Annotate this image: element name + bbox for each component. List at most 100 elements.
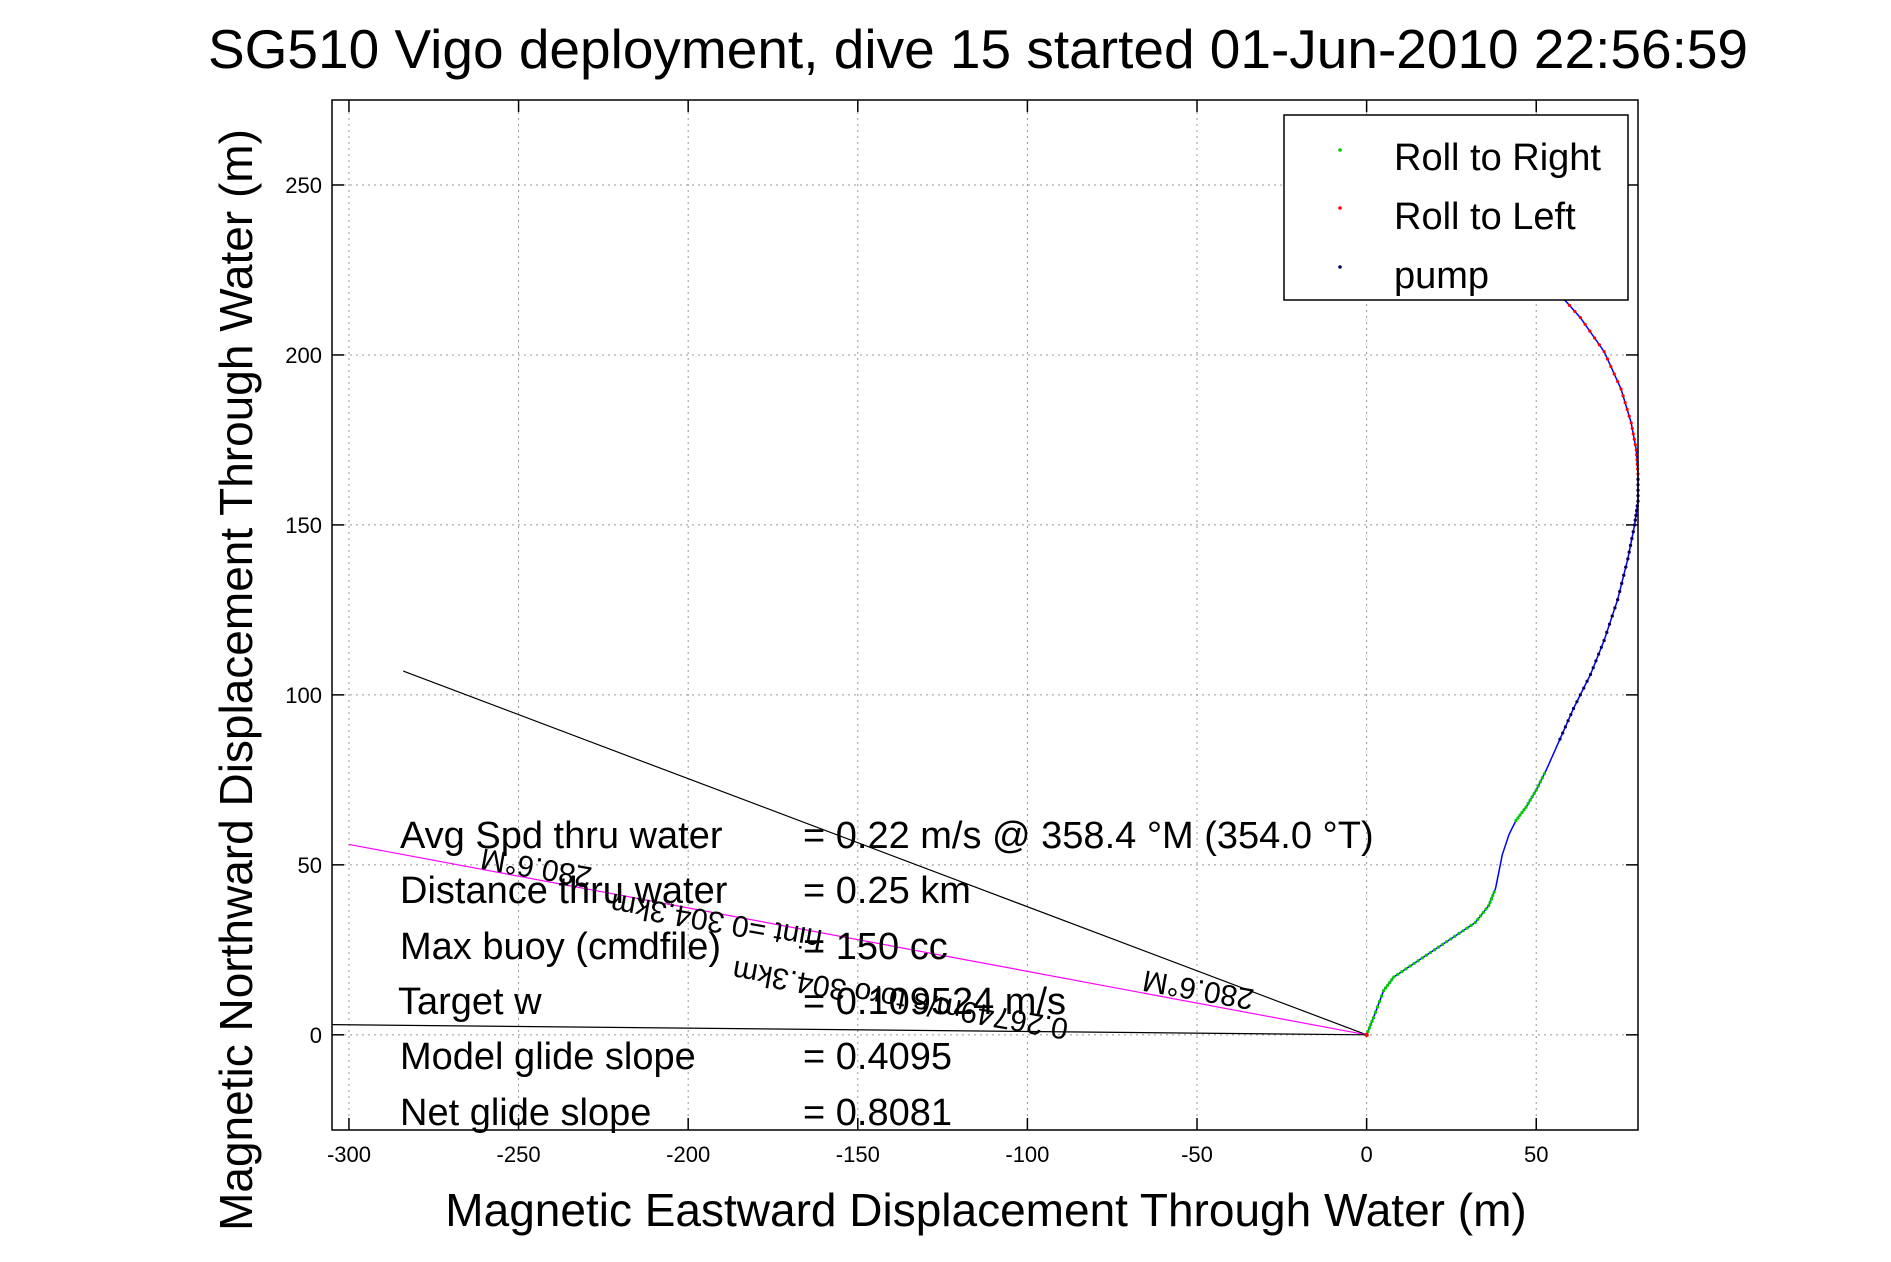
- marker-roll-to-right: [1366, 1029, 1370, 1034]
- marker-pump: [1630, 536, 1634, 541]
- marker-roll-to-right: [1522, 808, 1526, 812]
- marker-roll-to-left: [1583, 322, 1587, 326]
- annotation-value-2: = 150 cc: [803, 926, 948, 968]
- marker-pump: [1626, 557, 1630, 561]
- y-grid-lines: [332, 184, 1638, 1036]
- marker-roll-to-right: [1532, 791, 1536, 796]
- marker-pump: [1634, 513, 1638, 517]
- marker-roll-to-right: [1424, 953, 1428, 957]
- marker-roll-to-left: [1605, 357, 1610, 361]
- annotation-label-3: Target w: [398, 981, 542, 1023]
- marker-roll-to-right: [1381, 989, 1386, 993]
- marker-roll-to-right: [1396, 972, 1400, 976]
- marker-roll-to-right: [1370, 1019, 1374, 1023]
- marker-roll-to-left: [1633, 443, 1637, 447]
- marker-roll-to-right: [1408, 964, 1412, 968]
- marker-roll-to-left: [1629, 421, 1633, 425]
- annotation-value-0: = 0.22 m/s @ 358.4 °M (354.0 °T): [803, 815, 1374, 857]
- annotation-label-2: Max buoy (cmdfile): [400, 926, 721, 968]
- marker-pump: [1569, 713, 1573, 717]
- marker-roll-to-left: [1632, 437, 1636, 441]
- annotation-value-4: = 0.4095: [803, 1036, 952, 1078]
- marker-roll-to-right: [1461, 929, 1465, 933]
- x-tick-label: -250: [497, 1142, 541, 1167]
- marker-roll-to-right: [1476, 917, 1480, 921]
- marker-roll-to-right: [1386, 983, 1390, 987]
- heading-line-0: [403, 670, 1367, 1036]
- marker-roll-to-left: [1623, 400, 1627, 405]
- marker-roll-to-right: [1428, 950, 1432, 955]
- marker-pump: [1566, 719, 1570, 723]
- annotation-label-5: Net glide slope: [400, 1092, 651, 1134]
- legend-label-roll-left: Roll to Left: [1394, 196, 1576, 238]
- marker-roll-to-right: [1388, 980, 1392, 985]
- marker-roll-to-left: [1609, 364, 1613, 369]
- marker-roll-to-right: [1416, 959, 1420, 963]
- marker-pump: [1605, 630, 1609, 634]
- marker-roll-to-right: [1530, 795, 1534, 799]
- marker-roll-to-right: [1540, 776, 1544, 780]
- chart-title: SG510 Vigo deployment, dive 15 started 0…: [208, 18, 1748, 80]
- y-tick-label: 50: [298, 853, 322, 878]
- marker-pump: [1563, 725, 1568, 729]
- x-tick-label: -200: [666, 1142, 710, 1167]
- marker-pump: [1628, 543, 1633, 547]
- marker-roll-to-left: [1597, 343, 1601, 347]
- marker-roll-to-left: [1602, 349, 1606, 354]
- y-tick-label: 200: [285, 343, 322, 368]
- x-axis-label: Magnetic Eastward Displacement Through W…: [445, 1184, 1526, 1236]
- x-tick-label: 0: [1360, 1142, 1372, 1167]
- marker-roll-to-right: [1534, 788, 1538, 792]
- marker-roll-to-right: [1392, 975, 1396, 979]
- marker-pump: [1631, 530, 1635, 534]
- marker-roll-to-right: [1445, 940, 1449, 944]
- x-tick-label: -300: [327, 1142, 371, 1167]
- marker-pump: [1594, 659, 1598, 663]
- legend-swatch-roll-left: [1338, 206, 1342, 210]
- marker-pump: [1558, 737, 1562, 741]
- marker-roll-to-left: [1588, 329, 1592, 333]
- marker-roll-to-right: [1526, 802, 1530, 806]
- annotation-label-0: Avg Spd thru water: [400, 815, 723, 857]
- marker-roll-to-left: [1567, 303, 1572, 307]
- marker-roll-to-right: [1436, 945, 1441, 949]
- marker-roll-to-left: [1612, 372, 1616, 376]
- legend-label-roll-right: Roll to Right: [1394, 137, 1601, 179]
- x-tick-label: -50: [1181, 1142, 1213, 1167]
- marker-roll-to-right: [1441, 942, 1445, 946]
- dive-start-marker: [1364, 1032, 1369, 1038]
- annotation-label-1: Distance thru water: [400, 870, 728, 912]
- marker-roll-to-right: [1400, 969, 1404, 974]
- marker-roll-to-left: [1592, 336, 1597, 340]
- marker-pump: [1620, 581, 1624, 585]
- marker-pump: [1599, 645, 1603, 649]
- marker-roll-to-left: [1631, 432, 1635, 436]
- marker-roll-to-right: [1520, 810, 1524, 815]
- marker-pump: [1616, 598, 1620, 602]
- y-tick-label: 150: [285, 513, 322, 538]
- marker-roll-to-right: [1542, 772, 1546, 776]
- annotation-value-1: = 0.25 km: [803, 870, 971, 912]
- marker-roll-to-right: [1484, 907, 1488, 911]
- x-tick-label: -100: [1005, 1142, 1049, 1167]
- marker-roll-to-right: [1465, 926, 1469, 930]
- marker-roll-to-right: [1536, 784, 1540, 788]
- marker-pump: [1588, 672, 1593, 677]
- marker-roll-to-right: [1518, 813, 1522, 817]
- marker-pump: [1618, 589, 1622, 594]
- marker-pump: [1610, 614, 1614, 618]
- marker-roll-to-right: [1487, 904, 1491, 908]
- x-grid-lines: [348, 100, 1537, 1130]
- marker-roll-to-right: [1367, 1026, 1371, 1030]
- marker-roll-to-right: [1457, 931, 1461, 936]
- marker-roll-to-right: [1375, 1005, 1380, 1009]
- marker-roll-to-right: [1492, 890, 1496, 894]
- marker-roll-to-right: [1479, 914, 1483, 918]
- marker-pump: [1633, 518, 1637, 522]
- marker-pump: [1578, 693, 1582, 697]
- y-tick-labels: 0 50 100 150 200 250: [285, 173, 322, 1048]
- marker-pump: [1613, 606, 1617, 610]
- annotation-value-5: = 0.8081: [803, 1092, 952, 1134]
- marker-roll-to-right: [1371, 1016, 1376, 1020]
